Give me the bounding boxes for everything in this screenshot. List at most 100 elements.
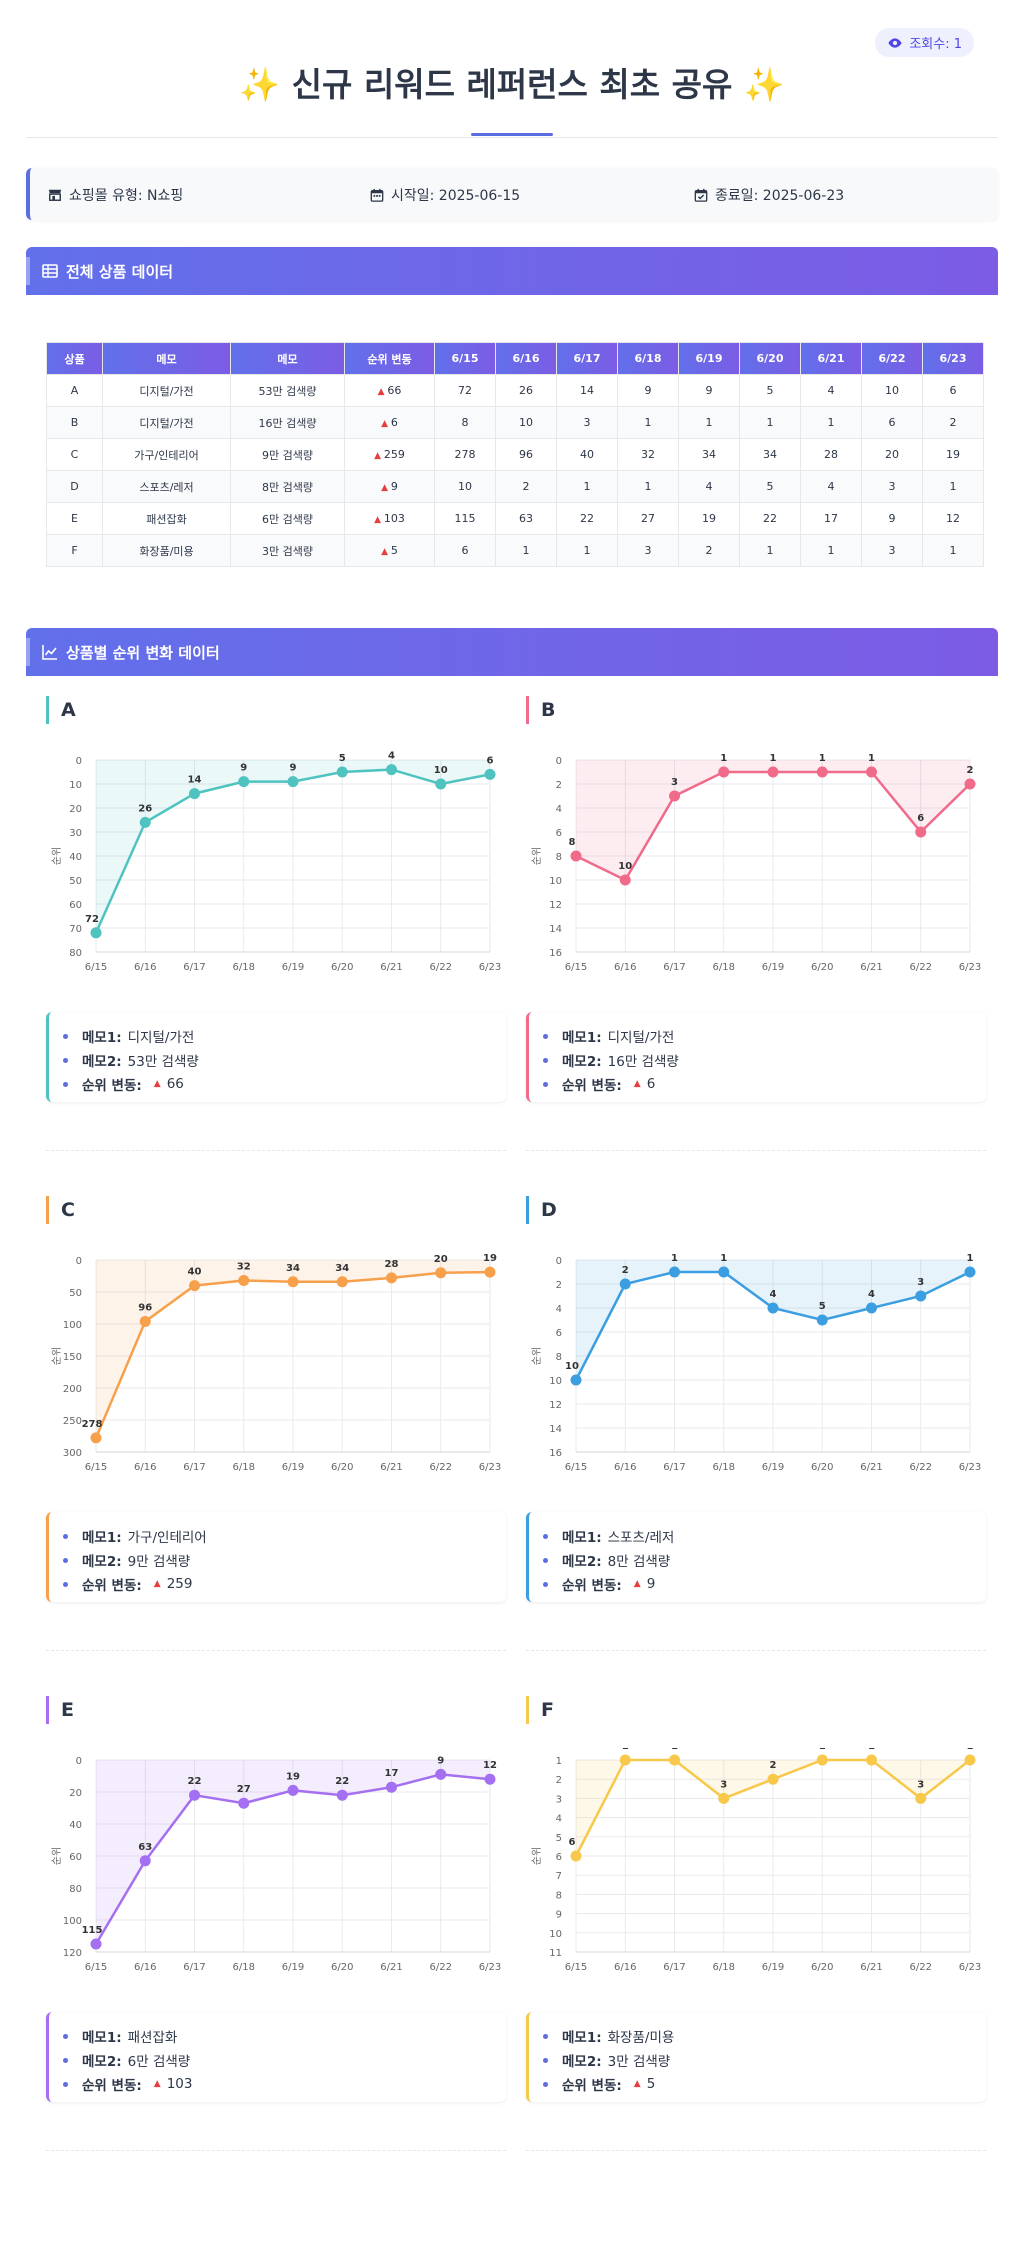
memo-line-memo1: 메모1: 디지털/가전: [63, 1024, 506, 1048]
y-tick-label: 2: [556, 1280, 562, 1291]
cell-rank: 10: [434, 470, 496, 503]
y-tick-label: 6: [556, 828, 562, 839]
data-label: 19: [483, 1253, 497, 1264]
card-divider: [46, 2150, 506, 2151]
cell-memo2: 53만 검색량: [230, 374, 345, 407]
x-tick-label: 6/17: [663, 1962, 685, 1973]
y-tick-label: 16: [549, 1448, 562, 1459]
y-axis-label: 순위: [530, 1847, 543, 1865]
store-icon: [48, 189, 62, 201]
cell-rank: 19: [922, 438, 984, 471]
chart-title: A: [46, 696, 76, 724]
card-divider: [526, 1650, 986, 1651]
memo-label: 메모1:: [82, 1530, 122, 1546]
y-tick-label: 50: [69, 876, 82, 887]
data-label: 1: [868, 1748, 875, 1752]
data-point: [718, 1266, 730, 1278]
col-header-product: 상품: [46, 342, 103, 375]
x-tick-label: 6/16: [134, 1962, 156, 1973]
cell-rank: 3: [861, 534, 923, 567]
data-point: [570, 1850, 582, 1862]
data-label: 34: [335, 1263, 349, 1274]
table-row: A 디지털/가전 53만 검색량 ▲ 66 72 26 14 9 9 5 4 10 6: [46, 374, 984, 407]
x-tick-label: 6/15: [85, 1962, 107, 1973]
x-tick-label: 6/20: [331, 1462, 353, 1473]
cell-change: ▲ 6: [344, 406, 435, 439]
data-point: [139, 816, 151, 828]
x-tick-label: 6/15: [85, 1462, 107, 1473]
data-point: [619, 1278, 631, 1290]
x-tick-label: 6/20: [331, 962, 353, 973]
data-label: 4: [388, 751, 395, 762]
data-label: 26: [138, 803, 152, 814]
data-label: 1: [868, 753, 875, 764]
x-tick-label: 6/18: [713, 1462, 735, 1473]
card-divider: [526, 2150, 986, 2151]
x-tick-label: 6/17: [183, 1962, 205, 1973]
col-header-date: 6/17: [556, 342, 618, 375]
memo-line-memo2: 메모2: 16만 검색량: [543, 1048, 986, 1072]
cell-change: ▲ 103: [344, 502, 435, 535]
sparkle-icon: ✨: [743, 65, 785, 104]
memo-label: 메모2:: [82, 2054, 122, 2070]
y-tick-label: 10: [549, 1376, 562, 1387]
y-axis-label: 순위: [530, 1347, 543, 1365]
x-tick-label: 6/21: [860, 962, 882, 973]
data-point: [669, 790, 680, 802]
mall-type: 쇼핑몰 유형: N쇼핑: [48, 185, 183, 205]
data-label: 34: [286, 1263, 300, 1274]
y-tick-label: 2: [556, 780, 562, 791]
table-section-header: 전체 상품 데이터: [26, 247, 998, 295]
rank-line-chart: 0 10 20 30 40 50 60 70 806/15 6/16 6/17 6/18 6/19 6/2…: [50, 751, 501, 973]
y-tick-label: 2: [556, 1775, 562, 1786]
data-point: [435, 1267, 447, 1279]
cell-rank: 1: [678, 406, 740, 439]
memo-value: 259: [166, 1576, 193, 1592]
cell-product: D: [46, 470, 103, 503]
memo-line-memo2: 메모2: 3만 검색량: [543, 2048, 986, 2072]
data-point: [189, 788, 200, 800]
data-point: [718, 1792, 730, 1804]
cell-rank: 14: [556, 374, 618, 407]
data-point: [767, 1302, 779, 1314]
y-tick-label: 200: [63, 1384, 82, 1395]
y-tick-label: 8: [556, 852, 562, 863]
data-point: [336, 1789, 348, 1801]
up-arrow-icon: ▲: [153, 2079, 161, 2089]
y-tick-label: 30: [69, 828, 82, 839]
cell-rank: 72: [434, 374, 496, 407]
col-header-date: 6/18: [617, 342, 679, 375]
change-value: 6: [390, 416, 398, 429]
cell-rank: 6: [861, 406, 923, 439]
data-point: [866, 1302, 877, 1314]
memo-value: 패션잡화: [127, 2030, 178, 2046]
cell-rank: 1: [556, 470, 618, 503]
data-point: [287, 776, 299, 788]
data-point: [619, 874, 631, 886]
memo-label: 순위 변동:: [562, 1078, 622, 1094]
cell-rank: 3: [556, 406, 618, 439]
data-label: 19: [286, 1771, 300, 1782]
data-label: 2: [622, 1265, 629, 1276]
cell-rank: 34: [739, 438, 801, 471]
col-header-date: 6/23: [922, 342, 984, 375]
x-tick-label: 6/15: [85, 962, 107, 973]
x-tick-label: 6/17: [663, 962, 685, 973]
change-value: 9: [390, 480, 398, 493]
data-point: [816, 1754, 828, 1766]
cell-rank: 1: [495, 534, 557, 567]
x-tick-label: 6/19: [762, 1962, 784, 1973]
x-tick-label: 6/16: [614, 1962, 636, 1973]
page-title: ✨ 신규 리워드 레퍼런스 최초 공유 ✨: [0, 58, 1024, 106]
memo-value: 가구/인테리어: [127, 1530, 207, 1546]
y-axis-label: 순위: [50, 847, 63, 865]
cell-rank: 1: [800, 534, 862, 567]
up-arrow-icon: ▲: [377, 387, 388, 397]
memo-line-memo2: 메모2: 8만 검색량: [543, 1548, 986, 1572]
cell-rank: 1: [617, 406, 679, 439]
memo-label: 메모2:: [82, 1054, 122, 1070]
title-underline: [471, 133, 553, 136]
memo-line-memo1: 메모1: 디지털/가전: [543, 1024, 986, 1048]
